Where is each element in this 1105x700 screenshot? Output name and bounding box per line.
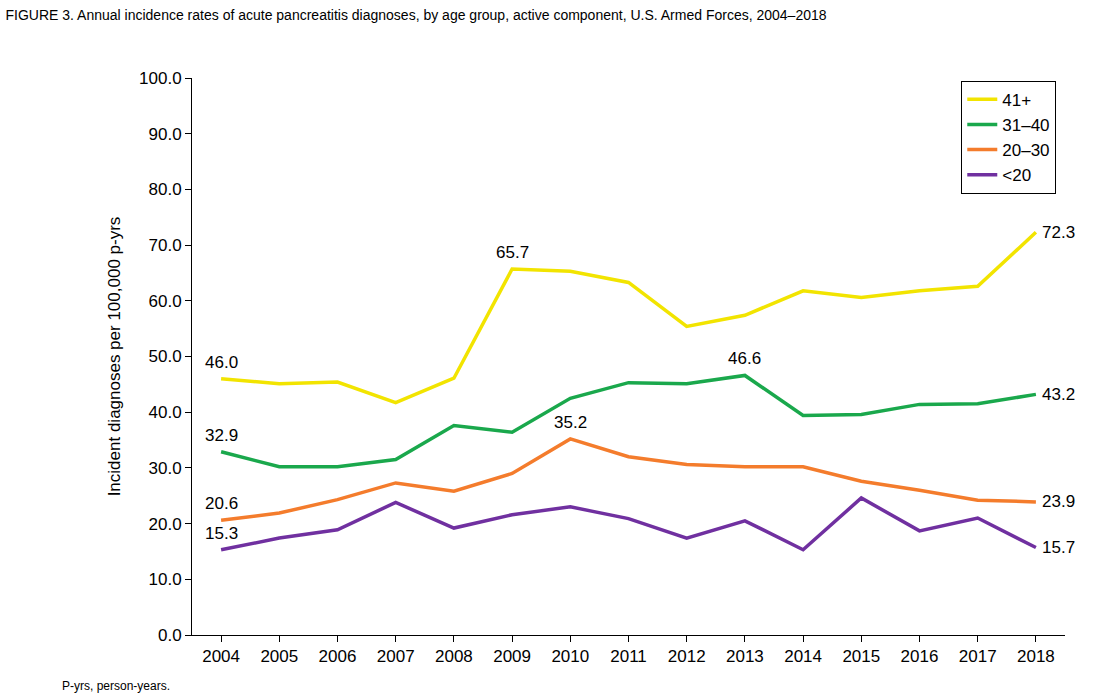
svg-text:30.0: 30.0 [149,459,182,478]
svg-text:2006: 2006 [319,647,357,666]
svg-text:90.0: 90.0 [149,125,182,144]
svg-text:2008: 2008 [435,647,473,666]
svg-text:23.9: 23.9 [1042,492,1075,511]
svg-text:Incident diagnoses per 100,000: Incident diagnoses per 100,000 p-yrs [105,217,124,497]
svg-text:80.0: 80.0 [149,180,182,199]
svg-text:70.0: 70.0 [149,236,182,255]
svg-text:46.0: 46.0 [205,353,238,372]
svg-text:15.3: 15.3 [205,524,238,543]
svg-text:50.0: 50.0 [149,347,182,366]
svg-text:20.6: 20.6 [205,494,238,513]
svg-text:72.3: 72.3 [1042,223,1075,242]
svg-text:2012: 2012 [668,647,706,666]
svg-text:43.2: 43.2 [1042,385,1075,404]
svg-text:31–40: 31–40 [1002,116,1049,135]
svg-text:0.0: 0.0 [158,626,182,645]
svg-text:100.0: 100.0 [139,69,182,88]
svg-text:2017: 2017 [959,647,997,666]
svg-text:60.0: 60.0 [149,292,182,311]
svg-text:35.2: 35.2 [554,413,587,432]
svg-text:65.7: 65.7 [496,243,529,262]
svg-text:2007: 2007 [377,647,415,666]
svg-text:15.7: 15.7 [1042,538,1075,557]
svg-text:FIGURE 3. Annual incidence rat: FIGURE 3. Annual incidence rates of acut… [6,7,827,23]
svg-text:20–30: 20–30 [1002,141,1049,160]
svg-text:2015: 2015 [842,647,880,666]
svg-text:<20: <20 [1002,166,1031,185]
svg-text:32.9: 32.9 [205,426,238,445]
svg-text:40.0: 40.0 [149,403,182,422]
svg-text:2016: 2016 [901,647,939,666]
svg-text:2014: 2014 [784,647,822,666]
svg-text:P-yrs, person-years.: P-yrs, person-years. [62,679,170,693]
svg-text:2010: 2010 [551,647,589,666]
svg-text:10.0: 10.0 [149,570,182,589]
svg-text:20.0: 20.0 [149,515,182,534]
svg-text:2005: 2005 [260,647,298,666]
svg-text:41+: 41+ [1002,91,1031,110]
svg-text:46.6: 46.6 [728,349,761,368]
svg-text:2018: 2018 [1017,647,1055,666]
svg-text:2013: 2013 [726,647,764,666]
svg-text:2004: 2004 [202,647,240,666]
svg-text:2009: 2009 [493,647,531,666]
svg-text:2011: 2011 [610,647,647,666]
